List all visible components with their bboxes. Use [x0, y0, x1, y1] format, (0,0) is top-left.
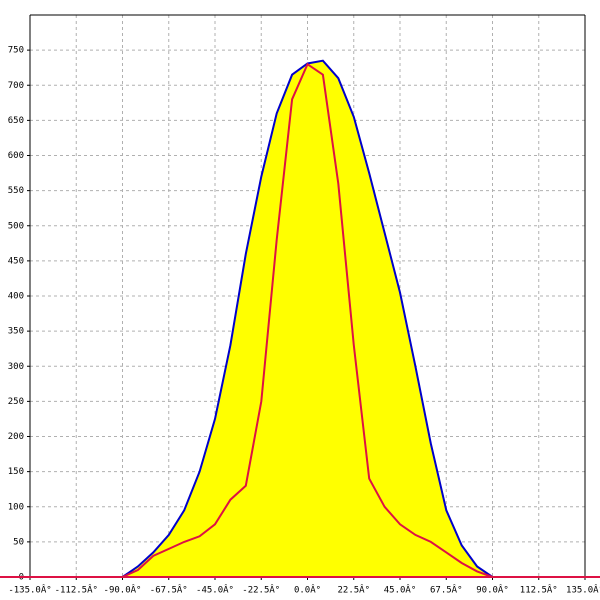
x-tick-label: 22.5Â° — [337, 584, 370, 596]
x-tick-label: 90.0Â° — [476, 584, 509, 596]
y-tick-label: 350 — [8, 327, 24, 337]
x-tick-label: -112.5Â° — [55, 584, 98, 596]
x-tick-label: -67.5Â° — [150, 584, 188, 596]
y-tick-label: 550 — [8, 186, 24, 196]
x-tick-label: 45.0Â° — [384, 584, 417, 596]
y-tick-label: 750 — [8, 46, 24, 56]
y-tick-label: 100 — [8, 502, 24, 512]
y-tick-label: 650 — [8, 116, 24, 126]
y-tick-label: 200 — [8, 432, 24, 442]
x-tick-label: 112.5Â° — [520, 584, 558, 596]
area — [116, 60, 499, 577]
line — [122, 62, 493, 578]
x-tick-label: 135.0Â° — [566, 584, 600, 596]
x-tick-label: -45.0Â° — [196, 584, 234, 596]
y-tick-label: 250 — [8, 397, 24, 407]
x-tick-label: 67.5Â° — [430, 584, 463, 596]
y-tick-label: 600 — [8, 151, 24, 161]
y-tick-label: 500 — [8, 221, 24, 231]
y-tick-label: 150 — [8, 467, 24, 477]
y-tick-label: 400 — [8, 292, 24, 302]
x-tick-label: 0.0Â° — [294, 584, 321, 596]
x-tick-label: -135.0Â° — [8, 584, 51, 596]
x-tick-label: -22.5Â° — [242, 584, 280, 596]
x-tick-label: -90.0Â° — [104, 584, 142, 596]
y-tick-label: 50 — [13, 537, 24, 547]
y-tick-label: 450 — [8, 256, 24, 266]
y-tick-label: 700 — [8, 81, 24, 91]
y-tick-label: 300 — [8, 362, 24, 372]
